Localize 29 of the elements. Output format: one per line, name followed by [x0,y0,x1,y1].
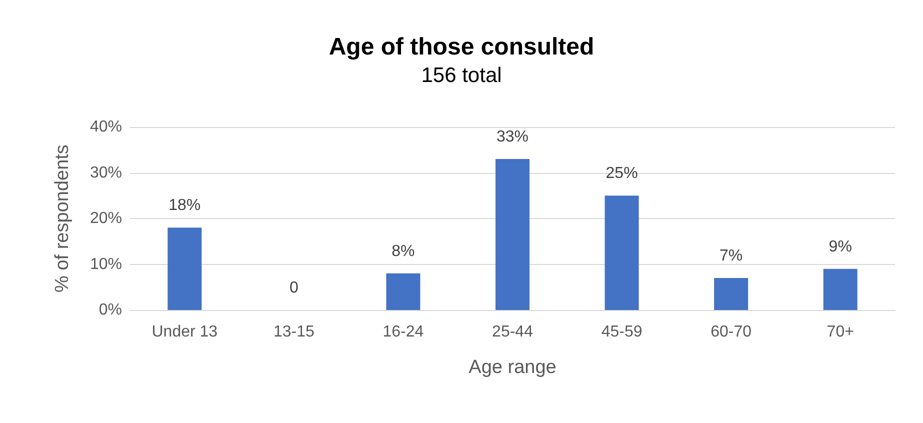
data-label: 9% [828,238,852,256]
x-tick-label: 25-44 [492,324,534,340]
data-label: 25% [606,165,638,182]
x-tick-label: Under 13 [152,324,218,340]
y-tick-label: 0% [98,302,122,318]
y-tick-label: 40% [90,118,122,136]
x-tick-label: 45-59 [601,324,642,340]
data-label: 18% [168,197,201,214]
bar [496,159,530,310]
bar [714,278,748,310]
bar [168,228,202,310]
y-tick-label: 20% [90,210,122,227]
data-label: 33% [496,128,529,146]
bar [823,268,858,310]
x-tick-label: 70+ [826,324,854,340]
bar [604,196,639,310]
x-tick-label: 13-15 [273,324,314,340]
y-axis-title: % of respondents [52,144,73,292]
x-tick-label: 16-24 [382,324,424,340]
data-label: 7% [720,247,743,264]
data-label: 0 [289,280,298,296]
chart-title: Age of those consulted [328,34,594,60]
x-axis-title: Age range [468,357,556,378]
y-tick-label: 10% [90,256,122,273]
data-label: 8% [392,242,415,260]
y-tick-label: 30% [90,164,122,182]
bar [386,273,420,310]
x-tick-label: 60-70 [710,324,752,340]
chart-subtitle: 156 total [421,64,502,87]
